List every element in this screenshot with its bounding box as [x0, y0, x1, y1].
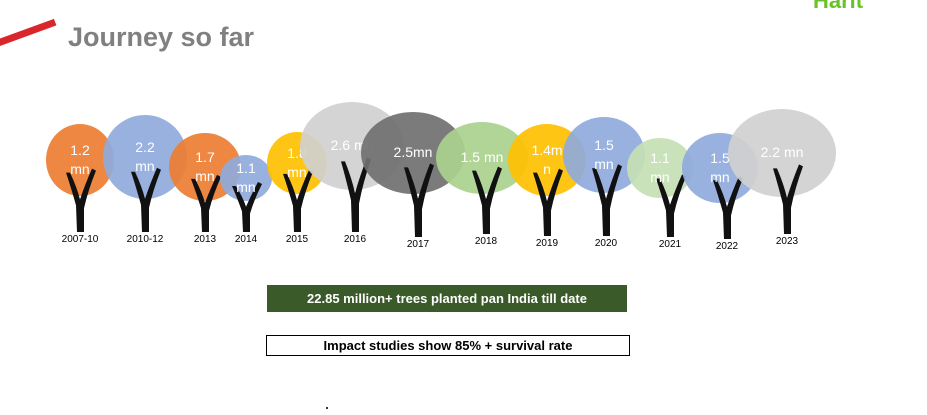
tree-trunk: [472, 166, 502, 234]
tree-year-label: 2014: [235, 234, 258, 245]
tree-trunk: [283, 169, 313, 232]
stray-dot: [326, 407, 328, 409]
tree-2014: 1.1 mn 2014: [220, 155, 272, 245]
tree-amount-label: mn: [70, 161, 89, 177]
tree-trunk: [404, 163, 434, 237]
tree-year-label: 2023: [776, 236, 799, 247]
tree-trunk: [232, 182, 262, 232]
tree-amount-label: n: [543, 161, 551, 177]
tree-trunk: [533, 168, 563, 236]
tree-amount-label: 1.5: [594, 137, 614, 153]
tree-crown: [46, 124, 114, 196]
tree-amount-label: 2.5mn: [394, 144, 433, 160]
brand-logo-text: Harit: [813, 0, 863, 12]
tree-crown: [627, 138, 693, 198]
tree-crown: [563, 117, 645, 193]
tree-trunk: [66, 168, 96, 232]
tree-trunk: [341, 157, 371, 232]
tree-trunk: [191, 174, 221, 232]
tree-year-label: 2007-10: [62, 234, 99, 245]
tree-trunk: [713, 176, 743, 239]
slide-title: Journey so far: [68, 22, 255, 52]
tree-amount-label: 1.7: [195, 149, 215, 165]
tree-2010-12: 2.2 mn 2010-12: [103, 115, 187, 245]
tree-trunk: [131, 167, 161, 232]
tree-2017: 2.5mn 2017: [361, 112, 465, 250]
tree-trunk: [592, 164, 622, 236]
tree-year-label: 2019: [536, 238, 559, 249]
summary-banner: 22.85 million+ trees planted pan India t…: [267, 285, 627, 312]
tree-amount-label: mn: [287, 164, 306, 180]
tree-year-label: 2021: [659, 239, 682, 250]
tree-amount-label: 1.5 mn: [461, 149, 504, 165]
tree-crown: [361, 112, 465, 194]
tree-amount-label: 1.5: [710, 150, 730, 166]
tree-year-label: 2017: [407, 239, 430, 250]
tree-year-label: 2015: [286, 234, 309, 245]
tree-amount-label: mn: [195, 168, 214, 184]
tree-2021: 1.1 mn 2021: [627, 138, 693, 250]
tree-crown: [436, 122, 528, 194]
tree-crown: [103, 115, 187, 199]
tree-trunk: [656, 174, 686, 237]
brand-logo: Harit: [805, 0, 865, 12]
tree-trunk: [773, 164, 803, 234]
tree-amount-label: mn: [135, 158, 154, 174]
tree-amount-label: 1.4m: [531, 142, 562, 158]
tree-amount-label: 1.2: [70, 142, 90, 158]
impact-banner: Impact studies show 85% + survival rate: [266, 335, 630, 356]
tree-2023: 2.2 mn 2023: [728, 109, 836, 247]
tree-amount-label: 2.2: [135, 139, 155, 155]
tree-2018: 1.5 mn 2018: [436, 122, 528, 247]
tree-amount-label: mn: [650, 169, 669, 185]
tree-year-label: 2016: [344, 234, 367, 245]
tree-year-label: 2018: [475, 236, 498, 247]
tree-crown: [728, 109, 836, 197]
tree-year-label: 2020: [595, 238, 618, 249]
tree-year-label: 2013: [194, 234, 217, 245]
tree-amount-label: 1.1: [650, 150, 670, 166]
tree-year-label: 2010-12: [127, 234, 164, 245]
tree-year-label: 2022: [716, 241, 739, 252]
tree-2020: 1.5 mn 2020: [563, 117, 645, 249]
tree-amount-label: 1.1: [236, 160, 256, 176]
tree-amount-label: mn: [710, 169, 729, 185]
tree-amount-label: 2.2 mn: [761, 144, 804, 160]
tree-amount-label: mn: [594, 156, 613, 172]
tree-2007-10: 1.2 mn 2007-10: [46, 124, 114, 245]
tree-amount-label: mn: [236, 179, 255, 195]
